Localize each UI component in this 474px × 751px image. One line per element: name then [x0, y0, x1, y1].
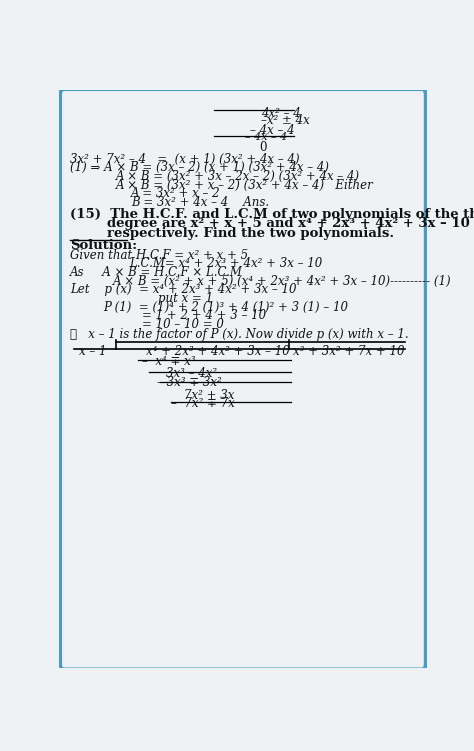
Text: x³ + 3x² + 7x + 10: x³ + 3x² + 7x + 10	[292, 345, 404, 358]
Text: = 1 + 2 + 4 + 3 – 10: = 1 + 2 + 4 + 3 – 10	[142, 309, 266, 322]
Text: B = 3x² + 4x – 4    Ans.: B = 3x² + 4x – 4 Ans.	[131, 196, 269, 209]
Text: – 3x³ ∓ 3x²: – 3x³ ∓ 3x²	[156, 376, 221, 389]
Text: 7x² + 3x: 7x² + 3x	[184, 388, 235, 402]
Text: degree are x² + x + 5 and x⁴ + 2x³ + 4x² + 3x – 10: degree are x² + x + 5 and x⁴ + 2x³ + 4x²…	[70, 217, 470, 231]
Text: Solution:: Solution:	[70, 239, 137, 252]
Text: –  7x² ∓ 7x: – 7x² ∓ 7x	[171, 397, 235, 410]
Text: 3x² + 7x² – 4   =  (x + 1) (3x² + 4x – 4): 3x² + 7x² – 4 = (x + 1) (3x² + 4x – 4)	[70, 152, 300, 165]
Text: respectively. Find the two polynomials.: respectively. Find the two polynomials.	[70, 227, 394, 240]
Text: put x = 1: put x = 1	[158, 292, 214, 305]
Text: L.C.M= x⁴ + 2x³ + 4x² + 3x – 10: L.C.M= x⁴ + 2x³ + 4x² + 3x – 10	[129, 258, 322, 270]
Text: A × B = (3x² + x – 2) (3x² + 4x – 4)   Either: A × B = (3x² + x – 2) (3x² + 4x – 4) Eit…	[116, 179, 374, 192]
Text: – 4x – 4: – 4x – 4	[245, 131, 287, 142]
Text: A × B = (x² + x + 5) (x⁴ + 2x³ + 4x² + 3x – 10)---------- (1): A × B = (x² + x + 5) (x⁴ + 2x³ + 4x² + 3…	[112, 275, 451, 288]
Text: – 4x – 4: – 4x – 4	[250, 124, 295, 137]
Text: 4x² – 4: 4x² – 4	[261, 107, 301, 120]
Text: –x² ± 4x: –x² ± 4x	[261, 114, 310, 128]
Text: Let    p (x)  = x⁴ + 2x³ + 4x² + 3x – 10: Let p (x) = x⁴ + 2x³ + 4x² + 3x – 10	[70, 283, 297, 296]
Text: 0: 0	[259, 141, 267, 154]
Text: –  x⁴ ∓ x³: – x⁴ ∓ x³	[142, 355, 195, 368]
Text: A × B = (3x² + 3x – 2x – 2) (3x² + 4x – 4): A × B = (3x² + 3x – 2x – 2) (3x² + 4x – …	[116, 170, 360, 183]
Text: x⁴ + 2x³ + 4x² + 3x – 10: x⁴ + 2x³ + 4x² + 3x – 10	[146, 345, 289, 358]
FancyBboxPatch shape	[60, 89, 426, 670]
Text: 3x³ – 4x²: 3x³ – 4x²	[166, 367, 217, 380]
Text: As     A × B = H.C.F × L.C.M: As A × B = H.C.F × L.C.M	[70, 266, 243, 279]
Text: P (1)  = (1)⁴ + 2 (1)³ + 4 (1)² + 3 (1) – 10: P (1) = (1)⁴ + 2 (1)³ + 4 (1)² + 3 (1) –…	[103, 300, 348, 314]
Text: (1) ⇒ A × B = (3x – 2) (x + 1) (3x² + 4x – 4): (1) ⇒ A × B = (3x – 2) (x + 1) (3x² + 4x…	[70, 161, 329, 174]
Text: = 10 – 10 = 0: = 10 – 10 = 0	[142, 318, 224, 331]
Text: Given that H.C.F = x² + x + 5: Given that H.C.F = x² + x + 5	[70, 249, 248, 261]
Text: ∴   x – 1 is the factor of P (x). Now divide p (x) with x – 1.: ∴ x – 1 is the factor of P (x). Now divi…	[70, 328, 409, 342]
Text: x – 1: x – 1	[80, 345, 107, 358]
Text: (15)  The H.C.F. and L.C.M of two polynomials of the third: (15) The H.C.F. and L.C.M of two polynom…	[70, 207, 474, 221]
Text: A = 3x² + x – 2: A = 3x² + x – 2	[131, 187, 220, 201]
